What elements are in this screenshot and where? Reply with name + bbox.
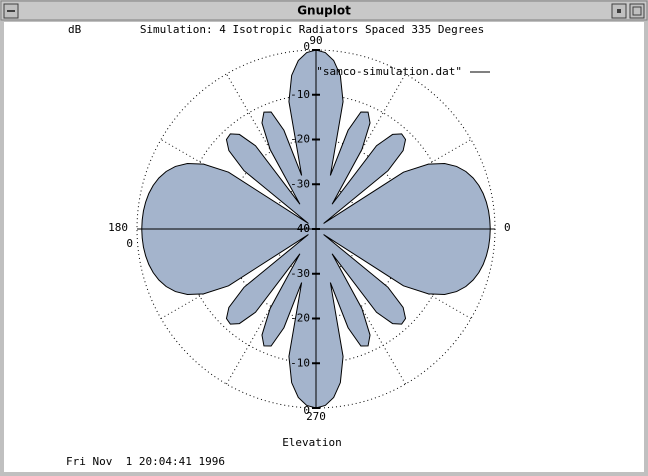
title-bar [0, 0, 648, 21]
r-tick-label: -30 [290, 177, 310, 190]
r-tick-label: 0 [303, 40, 310, 53]
x-axis-label: Elevation [282, 436, 342, 449]
menu-icon [7, 10, 15, 12]
r-tick-label: -20 [290, 312, 310, 325]
r-tick-label: 0 [303, 404, 310, 417]
maximize-button[interactable] [629, 3, 645, 19]
window-title: Gnuplot [297, 4, 351, 18]
r-tick-label: -40 [290, 222, 310, 235]
r-tick-label: -40 [290, 222, 310, 235]
chart-title: Simulation: 4 Isotropic Radiators Spaced… [140, 23, 484, 36]
angle-label: 90 [309, 34, 322, 47]
angle-label: 0 [504, 221, 511, 234]
plot: "samco-simulation.dat" 0 0 0 -10 -10 -20 -20 -30… [108, 34, 511, 423]
r-tick-label: -10 [290, 356, 310, 369]
r-axis-label: dB [68, 23, 82, 36]
legend-label: "samco-simulation.dat" [316, 65, 462, 78]
angle-label: 270 [306, 410, 326, 423]
angle-label: 180 [108, 221, 128, 234]
r-tick-label: -30 [290, 267, 310, 280]
r-tick-label: 0 [126, 237, 133, 250]
r-tick-label: -10 [290, 88, 310, 101]
minimize-icon [617, 9, 621, 13]
timestamp: Fri Nov 1 20:04:41 1996 [66, 455, 225, 468]
r-tick-label: -20 [290, 133, 310, 146]
maximize-icon [632, 6, 642, 16]
